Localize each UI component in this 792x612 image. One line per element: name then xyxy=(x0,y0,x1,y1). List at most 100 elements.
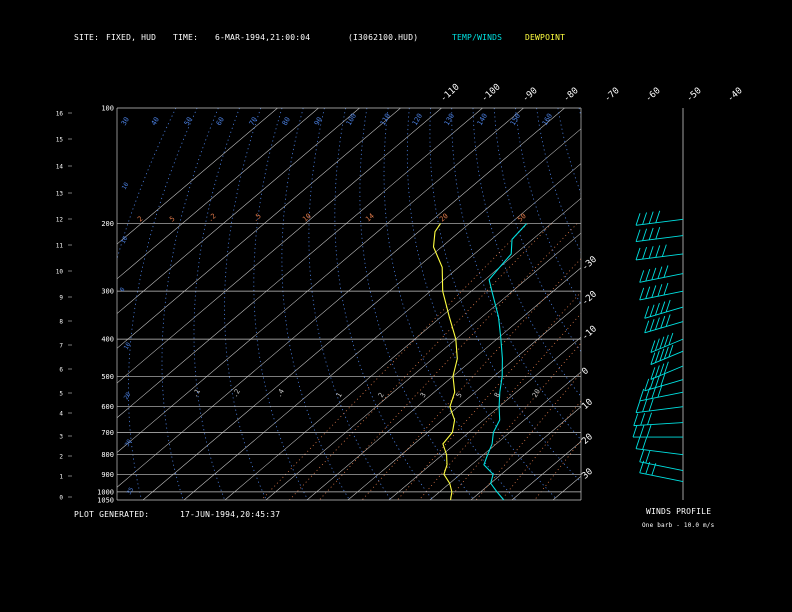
wind-barb-flag xyxy=(663,265,669,278)
isotherm-line xyxy=(117,108,319,280)
height-km-label: 15 xyxy=(56,137,64,144)
height-km-label: 2 xyxy=(59,454,63,461)
wind-barb-flag xyxy=(657,266,663,279)
dry-adiabat-line xyxy=(643,108,792,500)
dry-adiabat-line xyxy=(728,108,792,500)
isotherm-line xyxy=(117,108,442,384)
wind-barb-flag xyxy=(654,338,660,351)
wind-barb-flag xyxy=(651,285,657,298)
pressure-label: 300 xyxy=(101,288,114,296)
wind-barb-flag xyxy=(659,336,665,349)
wind-barb-flag xyxy=(650,367,656,380)
dry-adiabat-side-label: 35 xyxy=(126,486,136,496)
wind-barb-flag xyxy=(663,361,669,374)
wind-barb-flag xyxy=(654,365,660,378)
dry-adiabat-label: 60 xyxy=(215,116,226,127)
wind-barb-flag xyxy=(654,375,660,388)
dry-adiabat-label: 30 xyxy=(120,116,131,127)
wind-barb-staff xyxy=(633,422,684,427)
wind-barb-flag xyxy=(663,282,669,296)
wind-barb-flag xyxy=(654,350,660,363)
height-km-label: 16 xyxy=(56,111,64,118)
wind-barb-flag xyxy=(648,227,654,241)
dry-adiabat-line xyxy=(685,108,792,500)
dry-adiabat-line xyxy=(308,108,392,500)
isotherm-label-right: 20 xyxy=(580,432,595,447)
dry-adiabat-line xyxy=(193,108,240,500)
height-km-label: 1 xyxy=(59,474,63,481)
mixing-ratio-label: 5 xyxy=(455,391,464,399)
time-label: TIME: xyxy=(173,33,199,42)
dry-adiabat-label: 80 xyxy=(281,116,292,127)
wind-barb-flag xyxy=(644,378,650,392)
isotherm-label: -100 xyxy=(480,82,503,104)
height-km-label: 0 xyxy=(59,495,63,502)
wind-barb-flag xyxy=(639,449,645,462)
mixing-ratio-label: 3 xyxy=(419,391,428,399)
wind-barb-flag xyxy=(642,212,648,225)
dry-adiabat-line xyxy=(383,108,517,500)
height-km-label: 11 xyxy=(56,243,64,250)
wind-barb-flag xyxy=(645,286,651,299)
dry-adiabat-label: 40 xyxy=(150,116,161,127)
isotherm-label-right: 10 xyxy=(580,397,595,412)
dry-adiabat-label: 90 xyxy=(313,116,324,127)
wind-barb-staff xyxy=(639,290,684,301)
dry-adiabat-line xyxy=(706,108,792,500)
isotherm-label: -60 xyxy=(644,86,663,104)
wind-barb-flag xyxy=(645,268,651,282)
pressure-label: 600 xyxy=(101,403,114,411)
mixing-ratio-line xyxy=(397,291,581,500)
pressure-label: 1050 xyxy=(97,497,114,505)
file-id: (I3062100.HUD) xyxy=(348,33,419,42)
isotherm-line xyxy=(142,128,581,500)
height-km-label: 4 xyxy=(59,411,63,418)
wind-barb-flag xyxy=(668,344,674,358)
wind-barb-flag xyxy=(645,450,651,464)
height-km-label: 14 xyxy=(56,164,64,171)
mixing-ratio-label: .2 xyxy=(231,388,242,399)
wind-barb-flag xyxy=(660,301,666,314)
temperature-profile-line xyxy=(483,223,528,501)
wind-barb-flag xyxy=(654,317,660,330)
wind-barb-staff xyxy=(644,379,684,392)
wind-barb-flag xyxy=(635,229,641,242)
mixing-ratio-line xyxy=(447,342,581,500)
wind-barb-flag xyxy=(635,247,641,261)
dry-adiabat-label: 160 xyxy=(541,112,554,127)
wind-barb-flag xyxy=(655,210,661,223)
isotherm-line xyxy=(117,108,401,349)
legend-dewpoint: DEWPOINT xyxy=(525,33,566,42)
isotherm-label-right: 0 xyxy=(580,366,591,377)
dry-adiabat-label: 50 xyxy=(183,116,194,127)
pressure-label: 700 xyxy=(101,429,114,437)
wind-barb-flag xyxy=(665,299,671,313)
wind-barb-flag xyxy=(657,385,663,398)
mixing-ratio-label: .1 xyxy=(191,388,202,399)
wind-barb-flag xyxy=(655,226,661,240)
height-km-label: 5 xyxy=(59,391,63,398)
wind-barb-flag xyxy=(650,340,656,353)
wind-barb-flag xyxy=(647,412,652,425)
isotherm-label-right: 30 xyxy=(580,467,595,482)
wind-barb-flag xyxy=(644,320,650,333)
wind-barb-flag xyxy=(649,319,655,332)
isotherm-line xyxy=(265,232,581,500)
mixing-ratio-label: 14 xyxy=(364,212,376,224)
wind-barb-flag xyxy=(639,424,645,438)
wind-barb-staff xyxy=(635,253,684,261)
isotherm-line xyxy=(117,108,524,453)
isotherm-line xyxy=(117,108,483,419)
mixing-ratio-label: .4 xyxy=(275,388,286,399)
wind-barb-staff xyxy=(650,365,684,380)
dry-adiabat-label: 100 xyxy=(345,112,358,127)
height-km-label: 7 xyxy=(59,343,63,350)
isotherm-label: -40 xyxy=(726,86,745,104)
dry-adiabat-line xyxy=(600,108,792,500)
wind-barb-flag xyxy=(663,334,669,348)
wind-barb-flag xyxy=(654,302,660,316)
dry-adiabat-label: 70 xyxy=(248,116,259,127)
dry-adiabat-line xyxy=(749,108,792,500)
dry-adiabat-label: 110 xyxy=(379,112,392,127)
isotherm-label-right: -20 xyxy=(580,289,599,307)
